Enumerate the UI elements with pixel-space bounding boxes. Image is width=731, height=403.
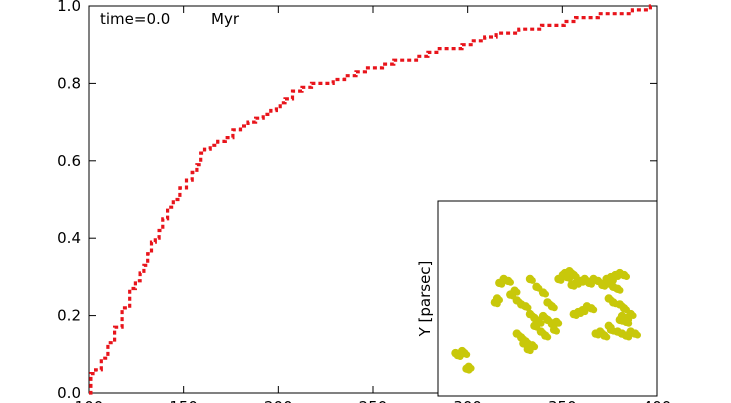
star-particle-point: [515, 331, 523, 339]
star-particle-point: [629, 312, 637, 319]
star-particle-point: [463, 351, 471, 358]
star-particle-point: [551, 304, 558, 312]
star-particle-point: [572, 273, 580, 280]
x-tick-label: 150: [169, 398, 198, 403]
star-particle-point: [586, 304, 593, 312]
x-tick-label: 250: [359, 398, 388, 403]
star-particle-point: [625, 320, 633, 327]
star-particle-point: [616, 286, 624, 294]
star-particle-point: [623, 273, 630, 280]
x-tick-label: 100: [75, 398, 104, 403]
x-tick-label: 400: [643, 398, 672, 403]
star-particle-point: [465, 366, 473, 374]
inset-y-axis-label: Y [parsec]: [416, 261, 434, 338]
cumulative-series-line: [89, 4, 654, 395]
y-tick-label: 0.6: [57, 152, 81, 170]
star-particle-point: [542, 290, 549, 298]
star-particle-point: [555, 320, 563, 327]
star-particle-point: [553, 327, 560, 335]
y-tick-label: 0.4: [57, 229, 81, 247]
star-particle-point: [529, 277, 536, 284]
x-tick-label: 300: [453, 398, 482, 403]
star-particle-point: [594, 331, 602, 339]
star-particle-point: [544, 333, 552, 341]
time-annotation: time=0.0: [100, 10, 170, 28]
y-tick-label: 0.2: [57, 307, 81, 325]
star-particle-point: [531, 343, 539, 351]
y-tick-label: 0.0: [57, 384, 81, 402]
star-particle-point: [496, 296, 503, 304]
y-tick-label: 1.0: [57, 0, 81, 15]
inset-scatter-plot: Y [parsec]: [416, 200, 658, 397]
star-particle-point: [524, 304, 532, 312]
star-particle-point: [513, 288, 521, 296]
x-tick-label: 200: [264, 398, 293, 403]
star-particle-point: [607, 323, 615, 331]
cumulative-line: [89, 4, 654, 395]
star-particle-point: [634, 331, 641, 339]
x-tick-label: 350: [548, 398, 577, 403]
time-unit-label: Myr: [211, 10, 240, 28]
star-particle-point: [537, 320, 545, 327]
y-tick-label: 0.8: [57, 74, 81, 92]
main-plot-area: 0.0 0.2 0.4 0.6 0.8 1.0 100 150 200 250 300 350 400: [57, 0, 671, 403]
star-particle-point: [507, 279, 514, 286]
star-particle-point: [603, 333, 611, 341]
star-particle-point: [572, 312, 580, 319]
star-particle-point: [522, 341, 530, 349]
